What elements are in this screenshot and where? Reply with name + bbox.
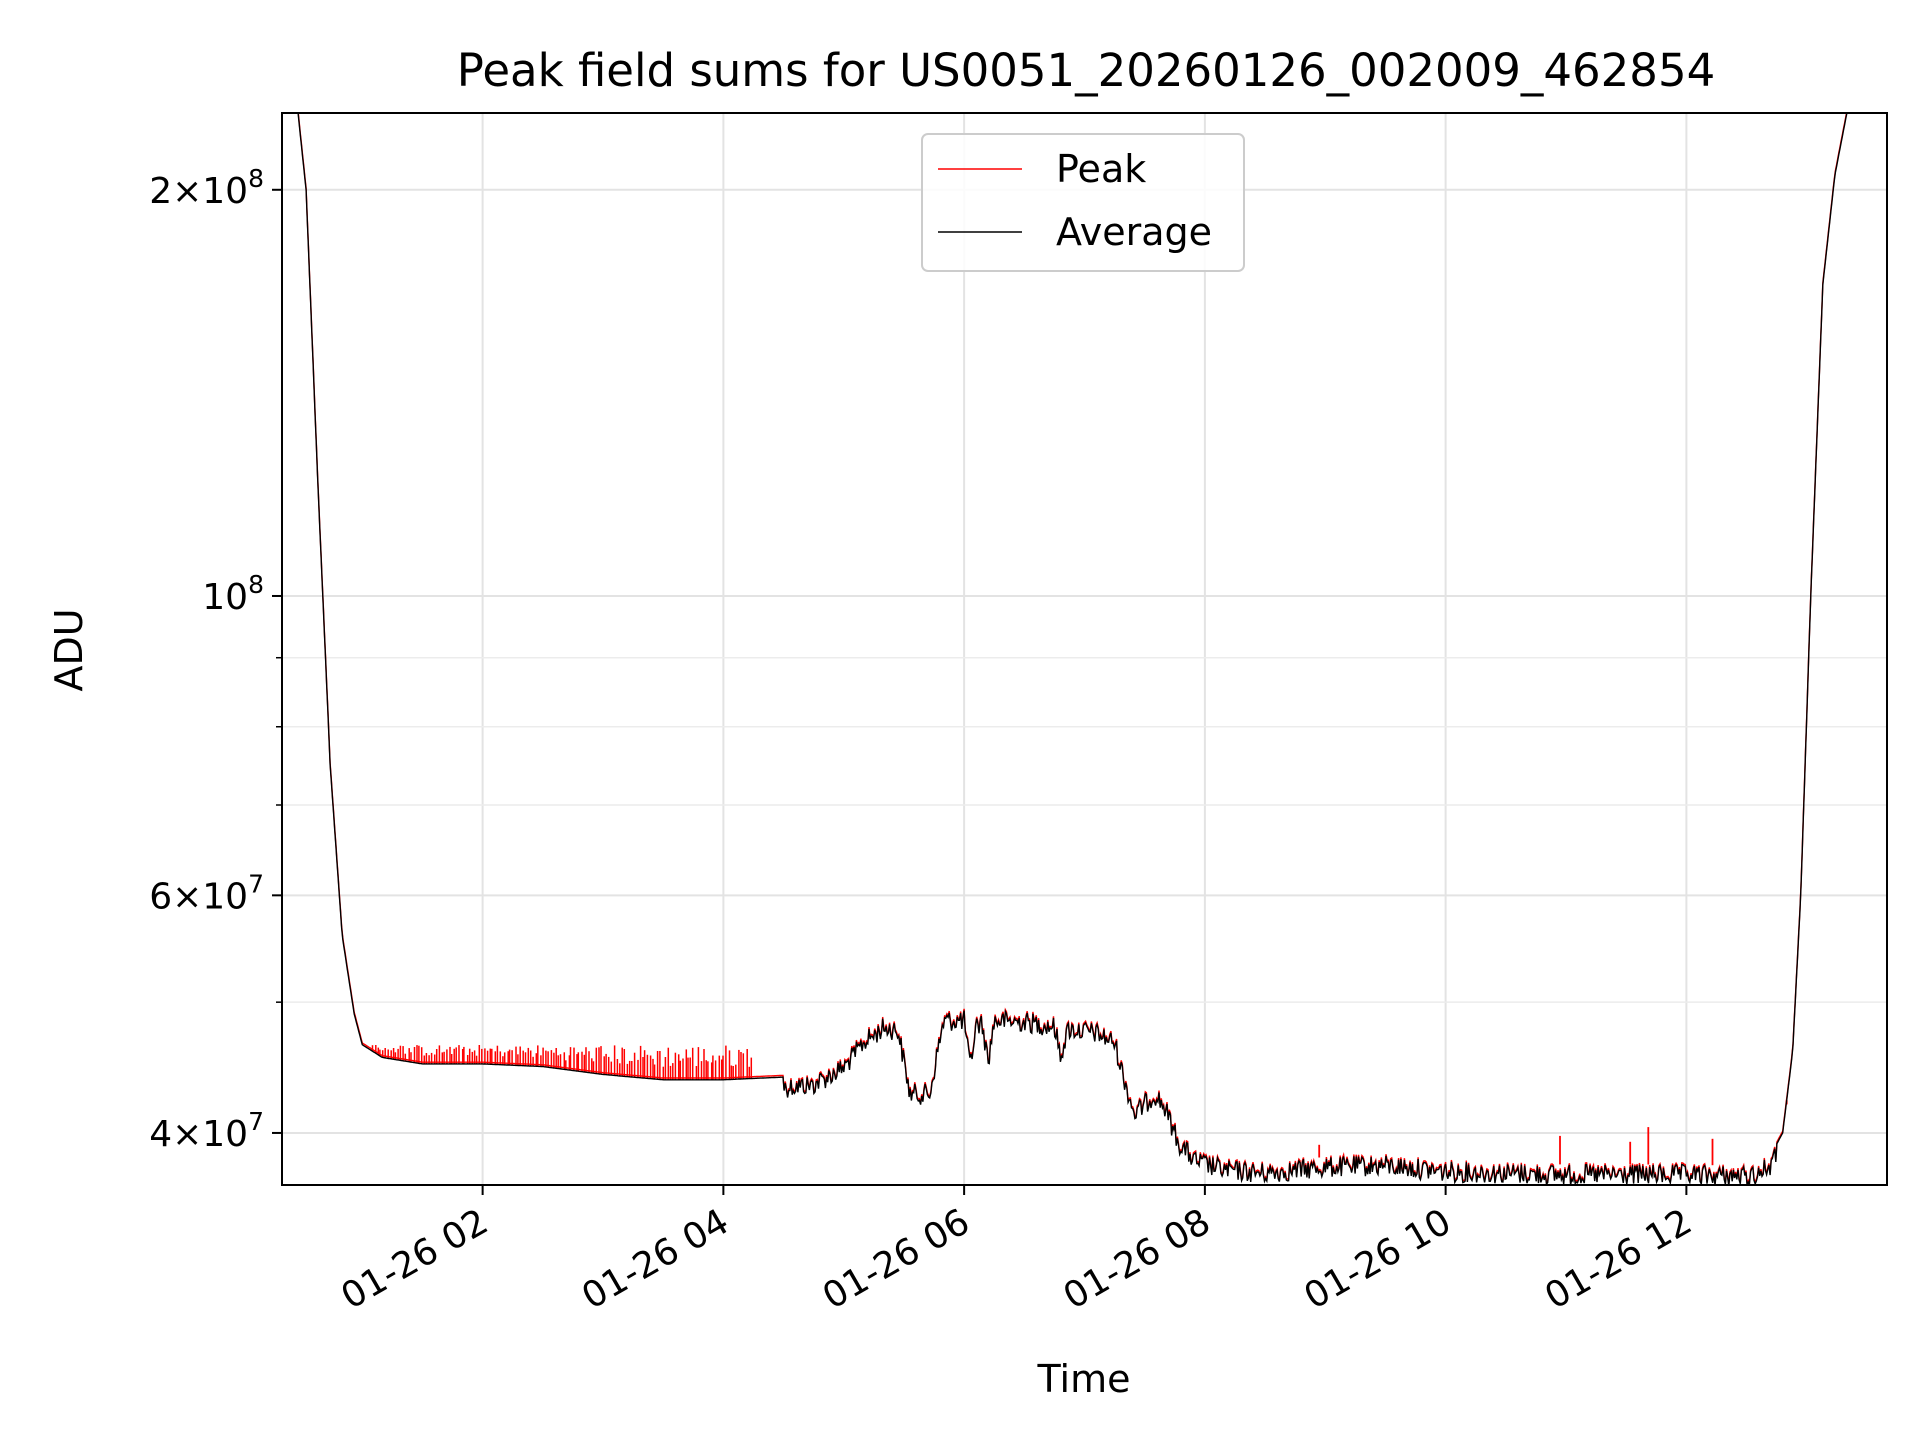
average-series-line (282, 113, 1887, 1185)
x-axis-label: Time (1037, 1357, 1131, 1401)
legend-peak-label: Peak (1056, 147, 1146, 191)
grid (282, 113, 1887, 1185)
legend: Peak Average (921, 133, 1245, 272)
peak-series-line (297, 113, 1848, 1185)
chart-title: Peak field sums for US0051_20260126_0020… (457, 44, 1715, 97)
x-tick-label: 01-26 02 (334, 1201, 495, 1317)
legend-average-label: Average (1056, 210, 1212, 254)
y-axis-label: ADU (47, 608, 91, 691)
y-tick-label: 2×108 (149, 164, 264, 212)
y-axis: 4×107 6×107 108 2×108 (149, 164, 282, 1155)
plot-frame (281, 112, 1888, 1186)
x-axis: 01-26 02 01-26 04 01-26 06 01-26 08 01-26 10… (334, 1185, 1699, 1318)
x-tick-label: 01-26 06 (816, 1201, 977, 1317)
y-tick-label: 4×107 (149, 1107, 264, 1155)
y-tick-label: 6×107 (149, 869, 264, 917)
y-tick-label: 108 (202, 570, 264, 618)
x-tick-label: 01-26 04 (575, 1201, 736, 1317)
x-tick-label: 01-26 10 (1297, 1201, 1458, 1317)
series-layer (282, 113, 1887, 1185)
x-tick-label: 01-26 12 (1538, 1201, 1699, 1317)
x-tick-label: 01-26 08 (1057, 1201, 1218, 1317)
peak-spikes (371, 1045, 1788, 1166)
